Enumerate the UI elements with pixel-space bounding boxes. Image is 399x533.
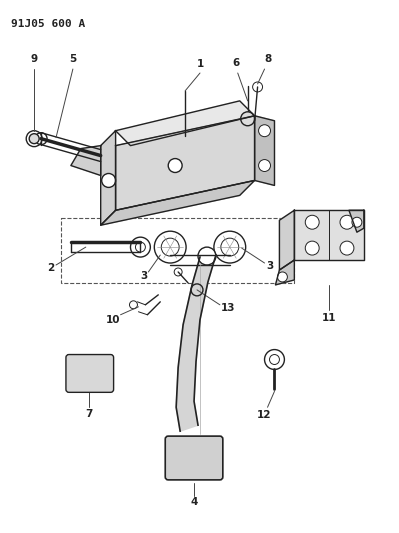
Bar: [61, 218, 294, 283]
Text: 9: 9: [31, 54, 38, 64]
Polygon shape: [294, 211, 364, 260]
Polygon shape: [255, 116, 275, 185]
Circle shape: [259, 159, 271, 172]
Text: 3: 3: [266, 261, 273, 271]
Text: 5: 5: [69, 54, 77, 64]
Text: 8: 8: [264, 54, 271, 64]
Text: 3: 3: [141, 271, 148, 281]
Circle shape: [277, 272, 287, 282]
Circle shape: [29, 134, 39, 144]
Text: 12: 12: [257, 410, 272, 420]
Text: 4: 4: [190, 497, 198, 507]
Circle shape: [340, 215, 354, 229]
Polygon shape: [176, 255, 216, 431]
Text: 7: 7: [85, 409, 93, 419]
Polygon shape: [71, 146, 101, 175]
Circle shape: [259, 125, 271, 136]
Circle shape: [352, 217, 362, 227]
Text: 2: 2: [47, 263, 55, 273]
Text: 10: 10: [105, 314, 120, 325]
Polygon shape: [116, 101, 255, 146]
Text: 6: 6: [232, 58, 239, 68]
FancyBboxPatch shape: [66, 354, 114, 392]
Polygon shape: [116, 116, 255, 211]
FancyBboxPatch shape: [165, 436, 223, 480]
Text: 13: 13: [221, 303, 235, 313]
Circle shape: [241, 112, 255, 126]
Polygon shape: [349, 211, 364, 232]
Circle shape: [340, 241, 354, 255]
Text: 11: 11: [322, 313, 336, 323]
Circle shape: [102, 173, 116, 188]
Polygon shape: [279, 211, 294, 270]
Circle shape: [305, 215, 319, 229]
Polygon shape: [101, 131, 116, 225]
Circle shape: [305, 241, 319, 255]
Polygon shape: [275, 260, 294, 285]
Text: 1: 1: [196, 59, 203, 69]
Circle shape: [198, 247, 216, 265]
Circle shape: [168, 158, 182, 173]
Polygon shape: [101, 181, 255, 225]
Text: 91J05 600 A: 91J05 600 A: [11, 19, 85, 29]
